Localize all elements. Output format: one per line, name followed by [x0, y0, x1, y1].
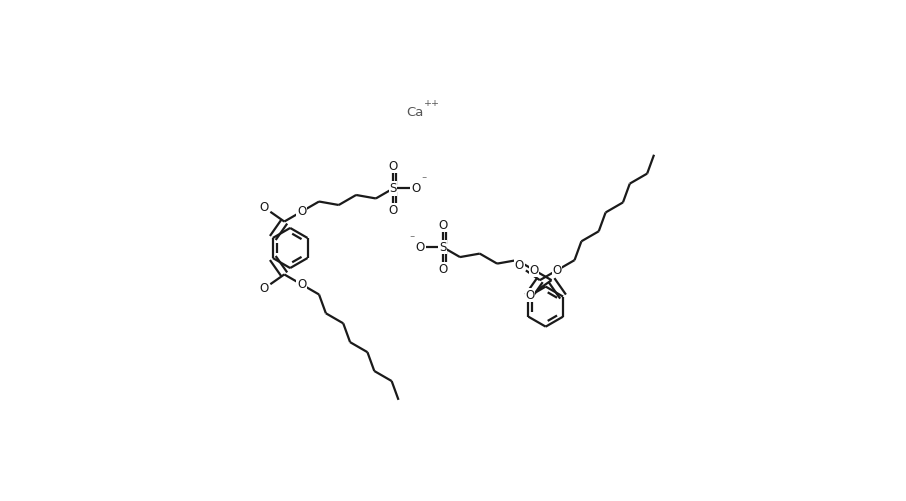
Text: O: O	[389, 204, 398, 217]
Text: O: O	[297, 205, 306, 218]
Text: O: O	[438, 263, 448, 276]
Text: O: O	[553, 264, 562, 277]
Text: O: O	[525, 289, 535, 302]
Text: O: O	[389, 160, 398, 173]
Text: O: O	[515, 260, 524, 273]
Text: O: O	[411, 182, 420, 195]
Text: O: O	[416, 240, 425, 254]
Text: ++: ++	[423, 99, 439, 108]
Text: ⁻: ⁻	[421, 175, 427, 185]
Text: O: O	[259, 201, 268, 214]
Text: S: S	[439, 240, 447, 254]
Text: O: O	[259, 282, 268, 295]
Text: Ca: Ca	[407, 106, 424, 119]
Text: O: O	[438, 218, 448, 231]
Text: O: O	[297, 278, 306, 291]
Text: S: S	[390, 182, 397, 195]
Text: O: O	[530, 264, 539, 277]
Text: ⁻: ⁻	[409, 234, 414, 244]
